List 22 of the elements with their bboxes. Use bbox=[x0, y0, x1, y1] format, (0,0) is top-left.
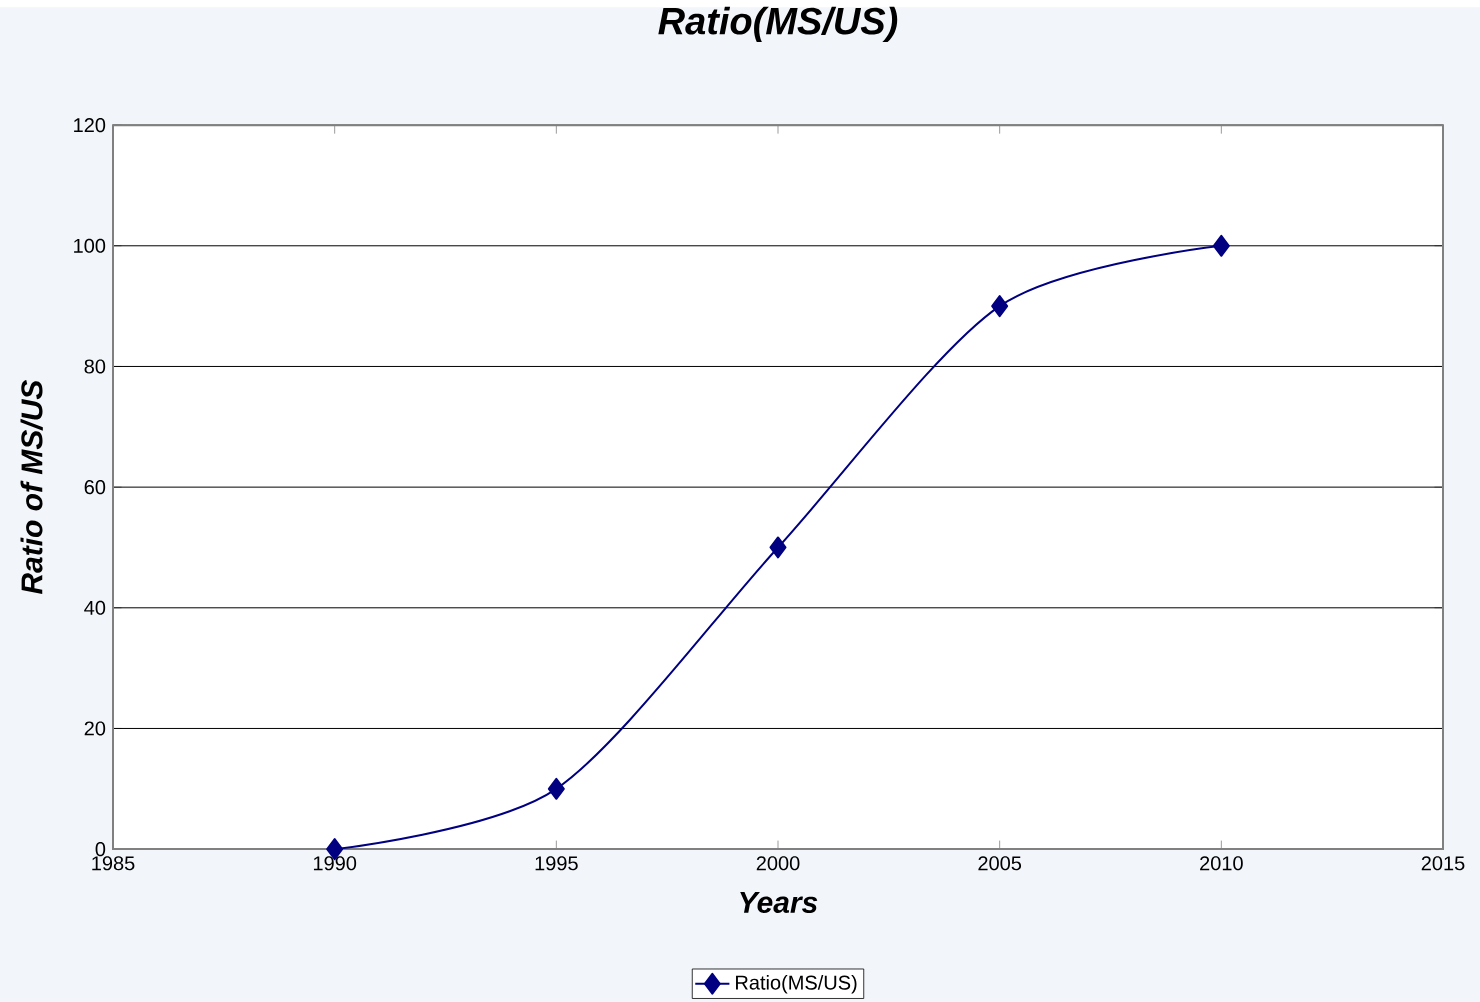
y-tick-label: 0 bbox=[95, 841, 106, 857]
x-tick-label: 2000 bbox=[756, 856, 800, 871]
x-tick-label: 1990 bbox=[313, 856, 357, 871]
x-tick-label: 1995 bbox=[535, 856, 578, 871]
x-axis-title: Years bbox=[740, 892, 818, 913]
point bbox=[769, 536, 787, 559]
point bbox=[1212, 234, 1230, 257]
chart-title: Ratio(MS/US) bbox=[658, 6, 898, 42]
y-axis-title: Ratio of MS/US bbox=[20, 379, 43, 595]
y-tick-label: 100 bbox=[74, 238, 106, 253]
point bbox=[991, 295, 1009, 318]
y-tick-label: 20 bbox=[84, 721, 106, 736]
legend-label: Ratio(MS/US) bbox=[736, 974, 857, 994]
point bbox=[547, 777, 565, 800]
y-tick-label: 60 bbox=[84, 480, 106, 495]
x-tick-label: 2005 bbox=[978, 856, 1022, 871]
x-tick-label: 2015 bbox=[1421, 856, 1465, 871]
x-tick-label: 1985 bbox=[92, 856, 135, 871]
y-tick-label: 120 bbox=[74, 118, 106, 133]
y-tick-label: 80 bbox=[84, 359, 106, 374]
x-tick-label: 2010 bbox=[1200, 856, 1243, 871]
y-tick-label: 40 bbox=[84, 600, 106, 615]
